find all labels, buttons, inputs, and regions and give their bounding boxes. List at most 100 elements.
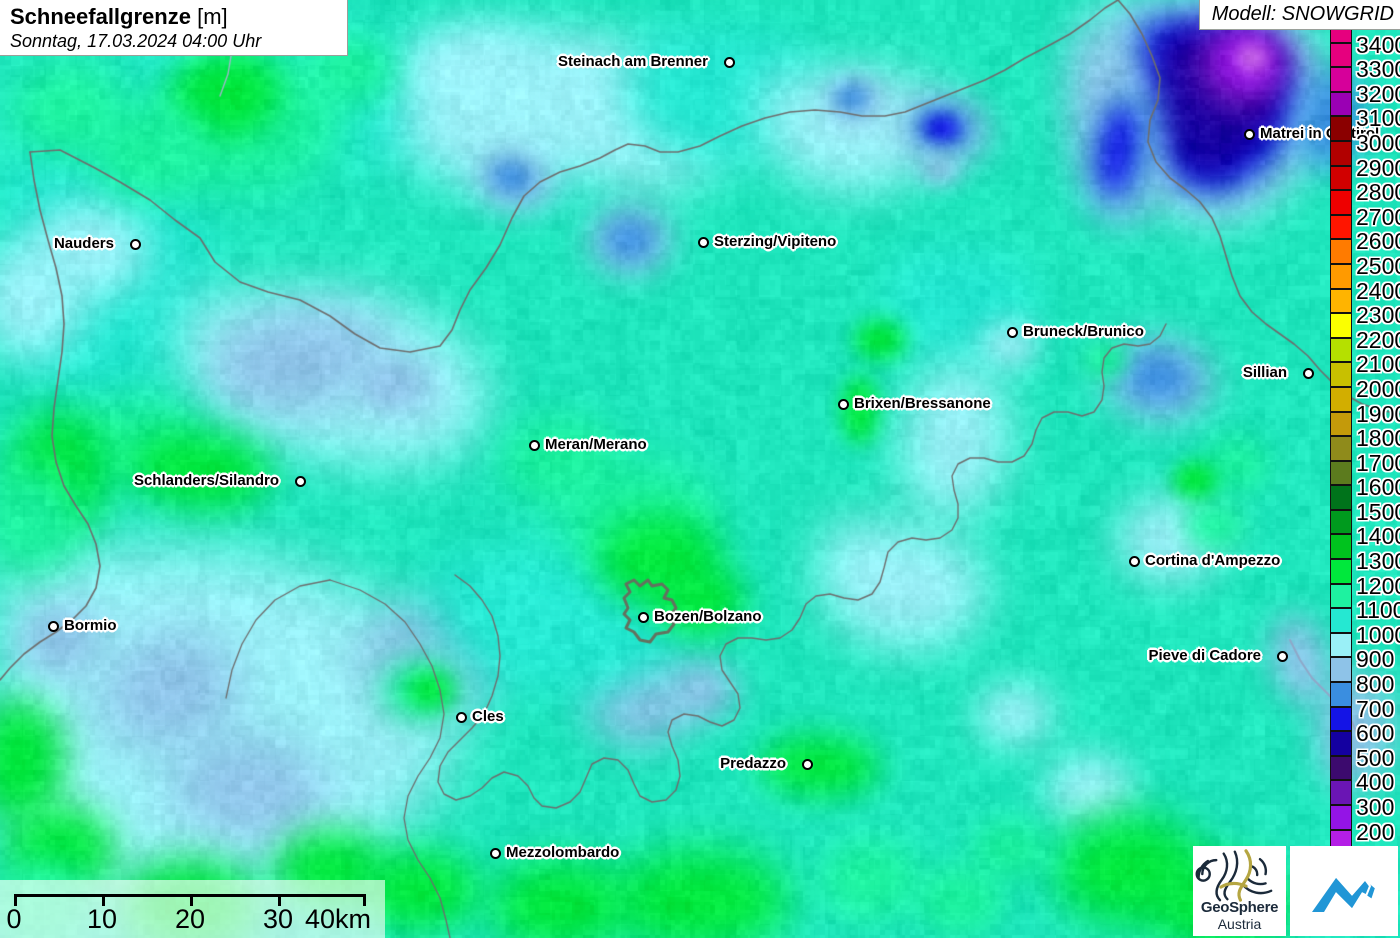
title-main: Schneefallgrenze bbox=[10, 4, 191, 29]
legend-label: 2400 bbox=[1356, 277, 1400, 304]
legend-label: 1100 bbox=[1356, 597, 1400, 624]
legend-label: 300 bbox=[1356, 794, 1395, 820]
legend-row[interactable]: 3100 bbox=[1322, 105, 1400, 141]
city-dot-icon bbox=[838, 399, 849, 410]
legend-row[interactable]: 1200 bbox=[1322, 573, 1400, 609]
legend-row[interactable]: 1000 bbox=[1322, 622, 1400, 658]
legend-swatch bbox=[1330, 91, 1352, 117]
geosphere-austria-logo[interactable]: GeoSphere Austria bbox=[1193, 846, 1286, 936]
legend-row[interactable]: 1500 bbox=[1322, 499, 1400, 535]
legend-swatch bbox=[1330, 608, 1352, 633]
legend-row[interactable]: 600 bbox=[1322, 720, 1400, 756]
legend-row[interactable]: 300 bbox=[1322, 794, 1400, 830]
legend-row[interactable]: 800 bbox=[1322, 671, 1400, 707]
legend-label: 200 bbox=[1356, 818, 1395, 845]
legend-label: 3300 bbox=[1356, 56, 1400, 83]
city-dot-icon bbox=[456, 712, 467, 723]
legend-label: 900 bbox=[1356, 646, 1395, 673]
legend-swatch bbox=[1330, 386, 1352, 412]
legend-row[interactable]: 2000 bbox=[1322, 376, 1400, 412]
legend-label: 1700 bbox=[1356, 449, 1400, 476]
legend-swatch bbox=[1330, 780, 1352, 805]
scale-label: 40km bbox=[305, 904, 372, 934]
legend-label: 1900 bbox=[1356, 400, 1400, 427]
city-label: Schlanders/Silandro bbox=[133, 472, 279, 489]
app-logo[interactable] bbox=[1290, 846, 1398, 936]
legend-row[interactable]: 1600 bbox=[1322, 474, 1400, 510]
legend-label: 1800 bbox=[1356, 425, 1400, 452]
scale-label: 20 bbox=[175, 904, 206, 934]
legend-label: 1300 bbox=[1356, 548, 1400, 575]
geosphere-name-line2: Austria bbox=[1217, 916, 1262, 932]
legend-swatch bbox=[1330, 805, 1352, 830]
legend-row[interactable]: 3200 bbox=[1322, 81, 1400, 117]
legend-row[interactable]: 3300 bbox=[1322, 56, 1400, 92]
legend-row[interactable]: 400 bbox=[1322, 769, 1400, 805]
legend-row[interactable]: 2500 bbox=[1322, 253, 1400, 289]
legend-swatch bbox=[1330, 411, 1352, 437]
legend-row[interactable]: 1300 bbox=[1322, 548, 1400, 584]
legend-row[interactable]: 2100 bbox=[1322, 351, 1400, 387]
scale-tick bbox=[102, 894, 105, 906]
scale-tick bbox=[278, 894, 281, 906]
legend-label: 2200 bbox=[1356, 326, 1400, 353]
legend-swatch bbox=[1330, 190, 1352, 215]
title-unit: [m] bbox=[197, 4, 228, 29]
legend-label: 2100 bbox=[1356, 351, 1400, 378]
scale-bar: 0 10 20 30 40km bbox=[0, 880, 385, 938]
city-label: Meran/Merano bbox=[545, 436, 647, 453]
legend-label: 600 bbox=[1356, 720, 1395, 747]
legend-row[interactable]: 2800 bbox=[1322, 179, 1400, 215]
page-title: Schneefallgrenze [m] bbox=[10, 4, 339, 29]
legend-row[interactable]: 1400 bbox=[1322, 523, 1400, 560]
legend-row[interactable]: 500 bbox=[1322, 745, 1400, 781]
city-dot-icon bbox=[1244, 129, 1255, 140]
legend-row[interactable]: 900 bbox=[1322, 646, 1400, 683]
legend-row[interactable]: 1100 bbox=[1322, 597, 1400, 633]
legend-swatch bbox=[1330, 165, 1352, 191]
legend-row[interactable]: 700 bbox=[1322, 696, 1400, 732]
legend-row[interactable]: 3000 bbox=[1322, 130, 1400, 166]
color-legend[interactable]: 3500340033003200310030002900280027002600… bbox=[1322, 7, 1400, 879]
legend-row[interactable]: 2200 bbox=[1322, 327, 1400, 363]
legend-row[interactable]: 1900 bbox=[1322, 401, 1400, 437]
legend-row[interactable]: 2900 bbox=[1322, 155, 1400, 191]
scale-tick bbox=[14, 894, 17, 906]
legend-row[interactable]: 2400 bbox=[1322, 278, 1400, 314]
city-dot-icon bbox=[1007, 327, 1018, 338]
geosphere-mark-icon bbox=[1195, 849, 1273, 902]
city-label: Sterzing/Vipiteno bbox=[714, 233, 837, 250]
city-label: Sillian bbox=[1242, 364, 1287, 381]
city-label: Brixen/Bressanone bbox=[854, 395, 991, 412]
legend-label: 2000 bbox=[1356, 375, 1400, 402]
legend-label: 400 bbox=[1356, 769, 1395, 796]
legend-swatch bbox=[1330, 239, 1352, 264]
legend-row[interactable]: 3400 bbox=[1322, 32, 1400, 68]
legend-swatch bbox=[1330, 731, 1352, 756]
legend-row[interactable]: 1700 bbox=[1322, 450, 1400, 486]
legend-swatch bbox=[1330, 67, 1352, 92]
legend-label: 2900 bbox=[1356, 154, 1400, 181]
legend-swatch bbox=[1330, 632, 1352, 658]
scale-tick bbox=[190, 894, 193, 906]
legend-swatch bbox=[1330, 116, 1352, 141]
legend-label: 2700 bbox=[1356, 203, 1400, 230]
legend-row[interactable]: 2300 bbox=[1322, 302, 1400, 338]
legend-label: 1600 bbox=[1356, 474, 1400, 501]
legend-swatch bbox=[1330, 509, 1352, 535]
legend-swatch bbox=[1330, 534, 1352, 560]
legend-swatch bbox=[1330, 706, 1352, 732]
city-dot-icon bbox=[130, 239, 141, 250]
legend-swatch bbox=[1330, 460, 1352, 486]
legend-label: 1400 bbox=[1356, 523, 1400, 550]
legend-row[interactable]: 2600 bbox=[1322, 228, 1400, 264]
city-dot-icon bbox=[295, 476, 306, 487]
legend-swatch bbox=[1330, 288, 1352, 314]
legend-row[interactable]: 1800 bbox=[1322, 425, 1400, 461]
legend-row[interactable]: 2700 bbox=[1322, 204, 1400, 240]
legend-swatch bbox=[1330, 682, 1352, 707]
legend-swatch bbox=[1330, 42, 1352, 68]
map-timestamp: Sonntag, 17.03.2024 04:00 Uhr bbox=[10, 31, 262, 51]
legend-label: 500 bbox=[1356, 744, 1395, 771]
